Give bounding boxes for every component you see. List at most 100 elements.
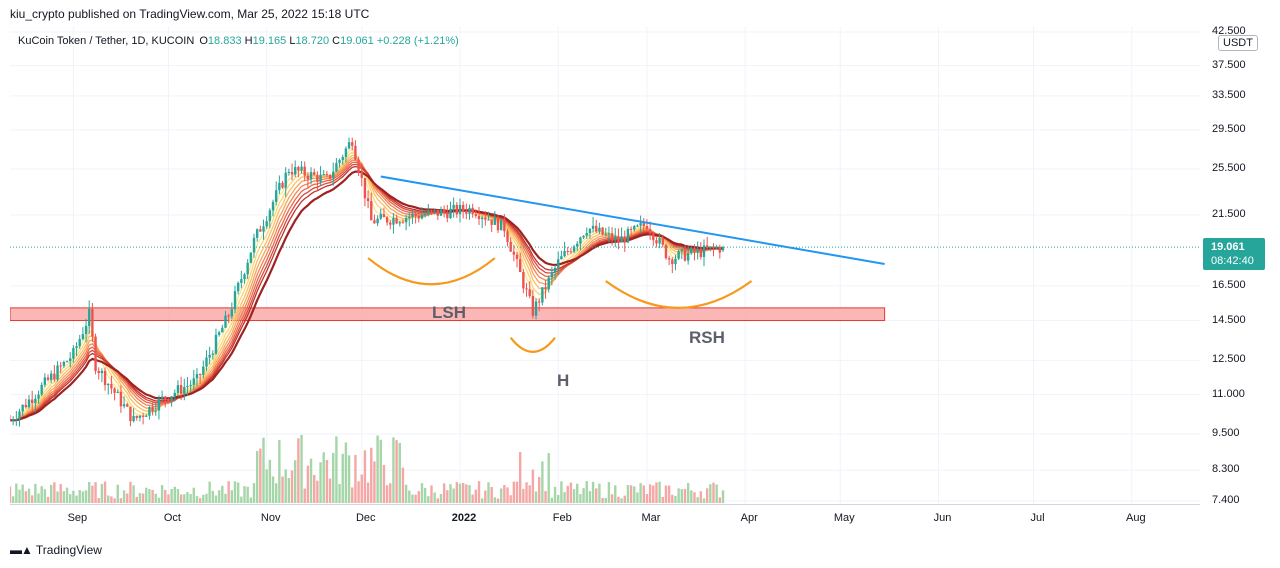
volume-bar xyxy=(442,483,446,503)
arc-head xyxy=(509,337,556,353)
open-value: 18.833 xyxy=(207,35,242,47)
time-tick-label: Mar xyxy=(641,512,661,524)
volume-bar xyxy=(49,484,53,503)
candle-body xyxy=(344,148,348,157)
volume-bar xyxy=(696,497,699,503)
volume-bar xyxy=(290,470,294,503)
time-tick-label: Jun xyxy=(933,512,952,524)
candle-body xyxy=(626,228,630,243)
volume-bar xyxy=(661,496,664,503)
volume-bar xyxy=(18,489,21,503)
candle-body xyxy=(78,339,81,347)
candle-body xyxy=(160,396,164,399)
candle-body xyxy=(309,172,313,180)
volume-bar xyxy=(30,495,34,503)
volume-bar xyxy=(107,495,110,503)
candle-body xyxy=(417,216,420,219)
candle-body xyxy=(534,301,538,316)
volume-bar xyxy=(648,484,652,503)
time-tick-label: Apr xyxy=(740,512,758,524)
volume-bar xyxy=(84,490,88,503)
volume-bar xyxy=(401,467,405,503)
candle-body xyxy=(648,229,652,234)
volume-bar xyxy=(100,483,104,503)
chart-area[interactable] xyxy=(10,27,1200,505)
volume-bar xyxy=(461,482,465,503)
candle-body xyxy=(217,332,221,335)
candle-body xyxy=(265,221,268,227)
candle-body xyxy=(34,398,37,404)
volume-bar xyxy=(360,474,363,503)
volume-bar xyxy=(284,469,287,503)
volume-bar xyxy=(126,493,129,503)
bar-countdown: 08:42:40 xyxy=(1211,255,1254,267)
candle-body xyxy=(553,267,557,273)
volume-bar xyxy=(576,483,579,503)
candle-body xyxy=(652,233,655,241)
volume-bar xyxy=(103,481,107,503)
volume-bar xyxy=(674,496,677,503)
annotation-h: H xyxy=(557,371,570,390)
volume-bar xyxy=(132,485,135,503)
candle-body xyxy=(259,229,262,232)
volume-bar xyxy=(78,489,81,503)
volume-bar xyxy=(607,482,611,503)
candle-body xyxy=(487,219,490,221)
volume-bar xyxy=(588,491,592,503)
candle-body xyxy=(496,217,500,231)
volume-bar xyxy=(246,486,249,503)
candle-body xyxy=(40,384,43,395)
volume-bar xyxy=(446,490,449,503)
candle-body xyxy=(59,365,62,367)
candle-body xyxy=(664,244,668,259)
currency-badge[interactable]: USDT xyxy=(1218,35,1258,51)
candle-body xyxy=(572,246,576,252)
volume-bar xyxy=(15,483,18,503)
ema-line-16 xyxy=(10,163,724,421)
price-tick-label: 37.500 xyxy=(1212,58,1246,71)
symbol-legend: KuCoin Token / Tether, 1D, KUCOIN O18.83… xyxy=(18,35,459,47)
candle-body xyxy=(509,241,512,252)
volume-bar xyxy=(626,485,630,503)
candle-body xyxy=(198,374,202,376)
volume-bar xyxy=(579,494,582,503)
volume-bar xyxy=(563,492,566,503)
candle-body xyxy=(214,334,218,354)
candle-body xyxy=(449,208,452,219)
volume-bar xyxy=(493,497,497,503)
volume-bar xyxy=(566,485,569,503)
volume-bar xyxy=(373,461,376,503)
change-value: +0.228 (+1.21%) xyxy=(376,35,459,47)
volume-bar xyxy=(370,447,373,503)
candle-body xyxy=(24,404,28,408)
volume-bar xyxy=(686,482,690,503)
candle-body xyxy=(690,248,693,254)
volume-bar xyxy=(236,482,240,503)
candle-body xyxy=(645,226,649,230)
volume-bar xyxy=(160,485,164,503)
price-tick-label: 21.500 xyxy=(1212,207,1246,220)
volume-bar xyxy=(557,494,560,503)
volume-bar xyxy=(252,483,256,503)
volume-bar xyxy=(518,452,522,503)
price-tick-label: 8.300 xyxy=(1212,463,1240,476)
candle-body xyxy=(674,258,677,265)
volume-bar xyxy=(693,492,696,503)
candle-body xyxy=(595,225,598,232)
volume-bar xyxy=(683,488,687,503)
candle-body xyxy=(262,226,265,232)
candle-body xyxy=(192,378,195,385)
volume-bar xyxy=(427,496,430,503)
volume-bar xyxy=(582,488,585,503)
candle-body xyxy=(306,175,310,180)
volume-bar xyxy=(91,485,94,503)
volume-bar xyxy=(430,485,433,503)
candle-body xyxy=(604,233,607,235)
volume-bar xyxy=(300,434,303,503)
footer-brand[interactable]: TradingView xyxy=(35,543,102,557)
volume-bar xyxy=(465,484,468,503)
volume-bar xyxy=(715,484,718,503)
volume-bar xyxy=(328,478,332,503)
candle-body xyxy=(639,223,642,226)
symbol-name: KuCoin Token / Tether, 1D, KUCOIN xyxy=(18,35,195,47)
